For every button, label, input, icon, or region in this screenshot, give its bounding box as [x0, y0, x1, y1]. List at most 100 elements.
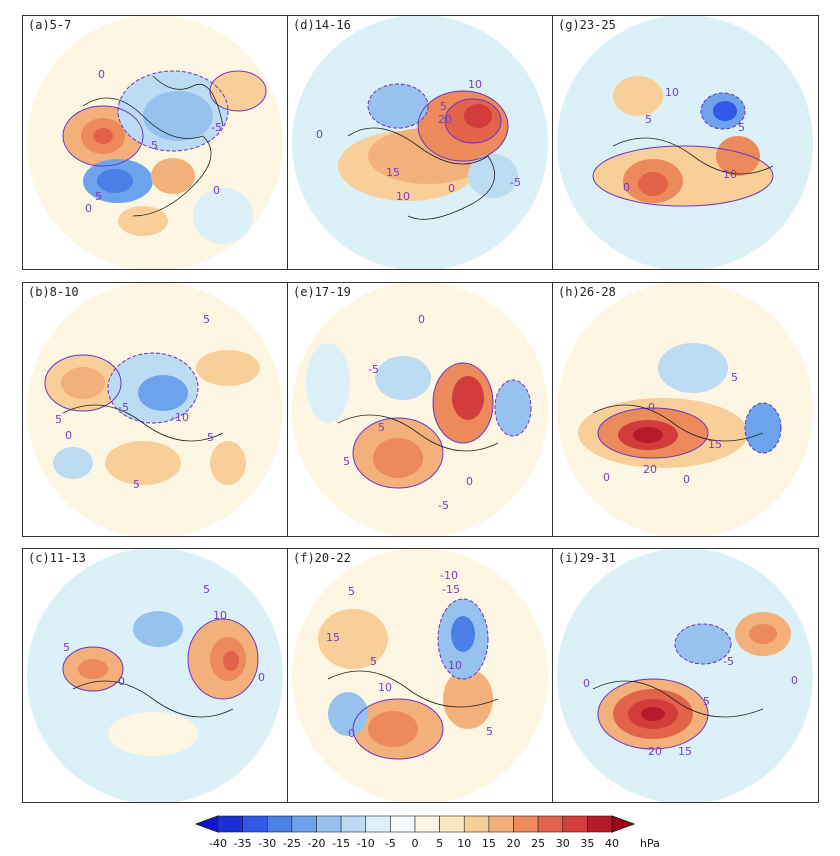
contour-label: 15	[678, 745, 692, 758]
panel-b-map: 5 -5 -10 5 0 5 5	[27, 283, 283, 536]
panel-label: (g)23-25	[558, 18, 616, 32]
contour-label: 10	[378, 681, 392, 694]
contour-label: -5	[510, 176, 521, 189]
colorbar-tick-label: -15	[332, 837, 350, 850]
map-panel-d: 0 5 20 10 15 10 0 -5 (d)14-16	[287, 15, 554, 270]
contour-label: 5	[348, 585, 355, 598]
colorbar-tick-label: -40	[209, 837, 227, 850]
contour-label: 5	[63, 641, 70, 654]
contour-label: 0	[583, 677, 590, 690]
panel-label: (h)26-28	[558, 285, 616, 299]
panel-c-map: 5 10 0 0 5	[27, 549, 283, 802]
contour-label: 5	[343, 455, 350, 468]
contour-label: 10	[468, 78, 482, 91]
panel-a-map: 0 -5 5 5 0 0	[27, 16, 283, 269]
contour-label: 5	[151, 139, 158, 152]
panel-i-map: 0 5 20 15 0 -5	[557, 549, 813, 802]
contour-label: 5	[738, 121, 745, 134]
contour-label: -10	[440, 569, 458, 582]
contour-label: 15	[708, 438, 722, 451]
contour-label: 5	[645, 113, 652, 126]
contour-label: 0	[683, 473, 690, 486]
colorbar-box	[439, 815, 465, 833]
colorbar: -40 -35 -30 -25 -20 -15 -10 -5 0 5 10 15 20 25 30 35 40 …	[194, 815, 660, 850]
colorbar-box	[242, 815, 268, 833]
contour-label: -5	[438, 499, 449, 512]
colorbar-min-arrow	[194, 815, 219, 833]
contour-label: 10	[213, 609, 227, 622]
panel-g-map: 10 5 5 10 0	[557, 16, 813, 269]
contour-label: -5	[368, 363, 379, 376]
colorbar-tick-label: 5	[436, 837, 443, 850]
contour-label: 5	[203, 583, 210, 596]
contour-label: 0	[65, 429, 72, 442]
colorbar-box	[390, 815, 416, 833]
contour-label: 0	[418, 313, 425, 326]
map-panel-i: 0 5 20 15 0 -5 (i)29-31	[552, 548, 819, 803]
colorbar-tick-label: -25	[283, 837, 301, 850]
colorbar-max-arrow	[611, 815, 636, 833]
contour-label: 0	[603, 471, 610, 484]
contour-label: -5	[211, 121, 222, 134]
contour-label: 10	[665, 86, 679, 99]
colorbar-box	[414, 815, 440, 833]
contour-label: 5	[95, 190, 102, 203]
contour-label: 5	[703, 695, 710, 708]
contour-label: -10	[171, 411, 189, 424]
colorbar-tick-label: -10	[357, 837, 375, 850]
panel-f-map: 5 -10 -15 15 5 10 10 0 5	[292, 549, 548, 802]
contour-label: 5	[207, 431, 214, 444]
colorbar-tick-label: 15	[482, 837, 496, 850]
colorbar-box	[513, 815, 539, 833]
contour-label: -5	[118, 401, 129, 414]
panel-label: (b)8-10	[28, 285, 79, 299]
contour-label: 5	[731, 371, 738, 384]
panel-d-map: 0 5 20 10 15 10 0 -5	[292, 16, 548, 269]
contour-label: 15	[326, 631, 340, 644]
colorbar-box	[587, 815, 613, 833]
colorbar-tick-label: -35	[234, 837, 252, 850]
contour-label: 20	[438, 113, 452, 126]
panel-e-map: 0 -5 5 5 0 -5	[292, 283, 548, 536]
contour-label: 0	[648, 401, 655, 414]
contour-label: 20	[643, 463, 657, 476]
colorbar-tick-label: 20	[507, 837, 521, 850]
map-panel-b: 5 -5 -10 5 0 5 5 (b)8-10	[22, 282, 289, 537]
contour-label: 5	[378, 421, 385, 434]
contour-label: 5	[203, 313, 210, 326]
colorbar-tick-label: -20	[308, 837, 326, 850]
map-panel-e: 0 -5 5 5 0 -5 (e)17-19	[287, 282, 554, 537]
contour-label: 10	[396, 190, 410, 203]
colorbar-box	[217, 815, 243, 833]
colorbar-tick-label: 10	[457, 837, 471, 850]
contour-label: 0	[118, 675, 125, 688]
colorbar-box	[316, 815, 342, 833]
colorbar-tick-label: 25	[531, 837, 545, 850]
panel-h-map: 0 5 15 20 0 0	[557, 283, 813, 536]
panel-label: (e)17-19	[293, 285, 351, 299]
contour-label: 10	[448, 659, 462, 672]
contour-label: 0	[348, 727, 355, 740]
contour-label: 0	[448, 182, 455, 195]
contour-label: 20	[648, 745, 662, 758]
colorbar-box	[562, 815, 588, 833]
contour-label: 10	[723, 168, 737, 181]
contour-label: -5	[723, 655, 734, 668]
contour-label: 0	[466, 475, 473, 488]
colorbar-box	[365, 815, 391, 833]
colorbar-box	[266, 815, 293, 833]
panel-label: (i)29-31	[558, 551, 616, 565]
colorbar-tick-label: -5	[385, 837, 396, 850]
colorbar-box	[340, 815, 367, 833]
map-panel-c: 5 10 0 0 5 (c)11-13	[22, 548, 289, 803]
contour-label: 5	[370, 655, 377, 668]
map-panel-h: 0 5 15 20 0 0 (h)26-28	[552, 282, 819, 537]
contour-label: 0	[316, 128, 323, 141]
map-panel-g: 10 5 5 10 0 (g)23-25	[552, 15, 819, 270]
contour-label: 0	[98, 68, 105, 81]
contour-label: 5	[486, 725, 493, 738]
colorbar-unit: hPa	[640, 837, 660, 850]
panel-label: (f)20-22	[293, 551, 351, 565]
contour-label: -15	[442, 583, 460, 596]
map-panel-a: 0 -5 5 5 0 0 (a)5-7	[22, 15, 289, 270]
